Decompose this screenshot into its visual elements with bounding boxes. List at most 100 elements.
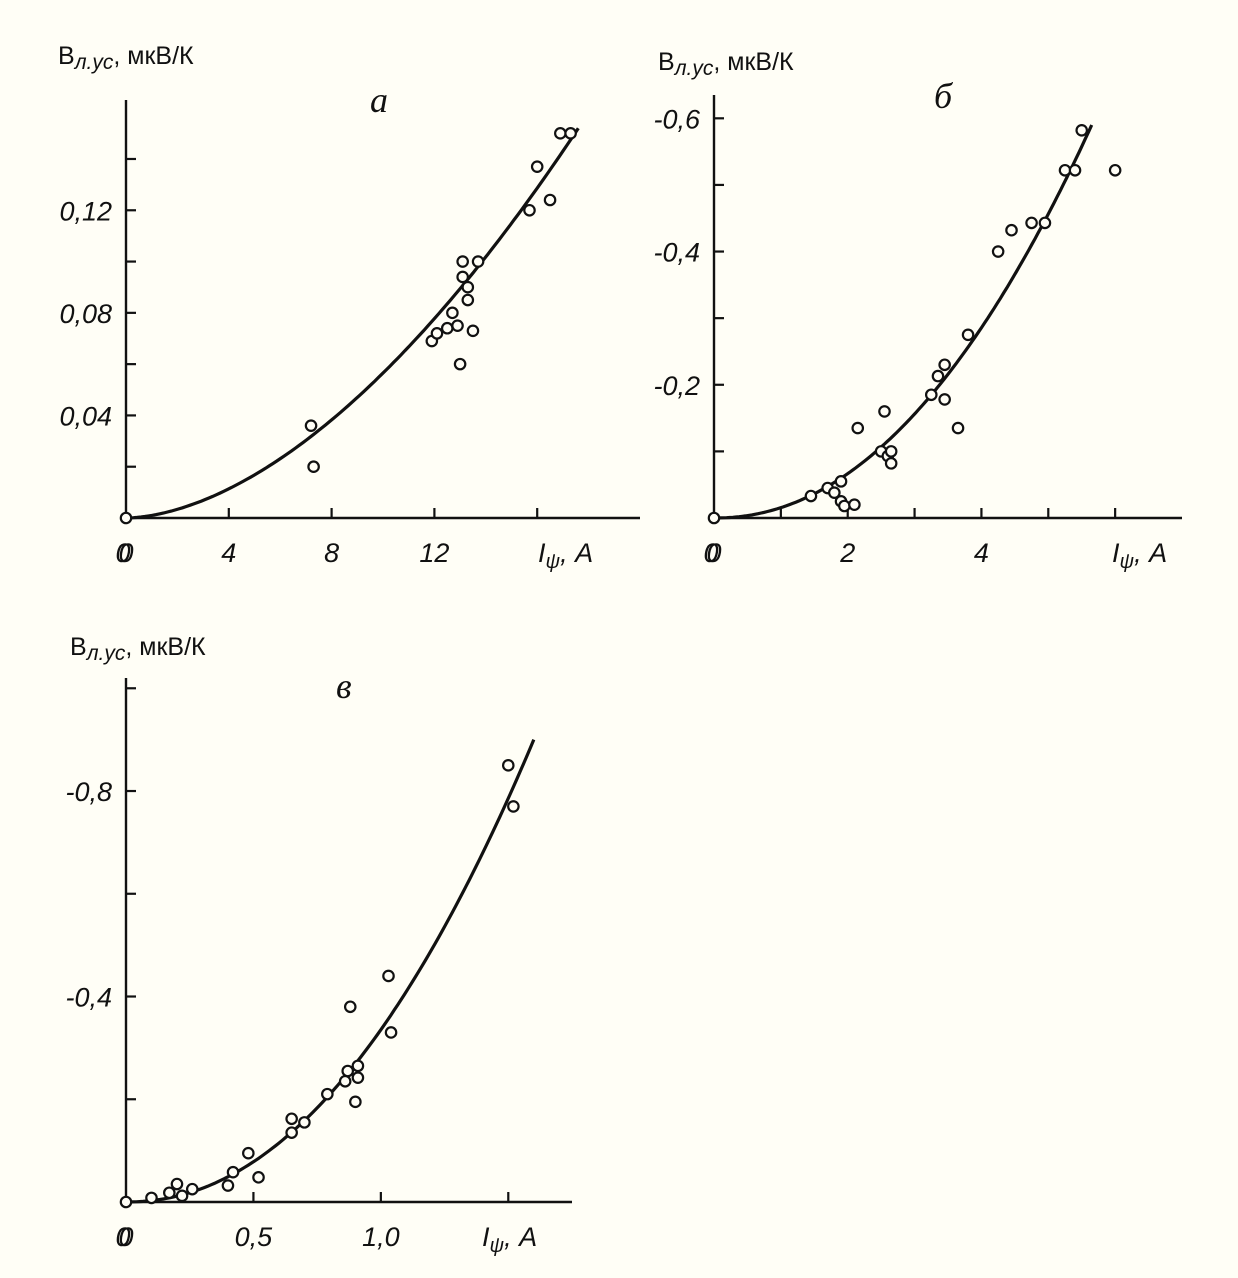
data-point <box>471 255 485 268</box>
x-tick-label: 2 <box>839 538 855 568</box>
data-point <box>991 245 1005 258</box>
data-point <box>321 1087 334 1101</box>
data-point <box>884 457 898 470</box>
y-tick-label: -0,6 <box>653 104 701 134</box>
data-point <box>456 270 469 284</box>
data-point <box>838 499 851 513</box>
data-point <box>884 445 898 458</box>
data-point <box>298 1116 311 1129</box>
data-point <box>170 1177 184 1191</box>
data-point <box>931 369 945 383</box>
fit-curve <box>126 738 536 1204</box>
x-tick-label: 4 <box>221 538 236 568</box>
data-point <box>707 511 721 525</box>
data-point <box>1025 216 1038 230</box>
data-point <box>351 1071 365 1084</box>
data-point <box>451 319 464 332</box>
data-point <box>285 1126 298 1139</box>
data-point <box>1058 163 1072 177</box>
fit-curve <box>125 127 580 520</box>
y-tick-label: 0,12 <box>59 196 112 226</box>
data-point <box>1068 163 1082 177</box>
data-point <box>384 1026 398 1039</box>
panel-letter-a: a <box>370 80 388 120</box>
data-point <box>221 1179 235 1192</box>
y-axis-label-a: Bл.ус, мкВ/К <box>58 42 194 74</box>
data-point <box>119 511 133 525</box>
data-point <box>175 1189 189 1203</box>
data-point <box>878 405 891 418</box>
y-ticks-c: -0,4 -0,8 <box>65 687 136 1101</box>
chart-panel-a: Bл.ус, мкВ/К a Iψ, А 0 4 8 120 0,040,080,12 <box>58 42 640 573</box>
data-point <box>938 393 951 406</box>
data-point <box>304 419 318 432</box>
data-point <box>453 357 467 371</box>
data-point <box>242 1146 255 1160</box>
data-point <box>938 358 951 372</box>
data-point <box>226 1165 240 1179</box>
origin-label: 0 <box>703 538 718 568</box>
data-point <box>461 293 475 307</box>
data-point <box>338 1074 352 1088</box>
data-point <box>804 489 818 503</box>
origin-label: 0 <box>115 1222 130 1252</box>
data-point <box>554 127 567 140</box>
y-tick-label: 0,08 <box>59 299 112 329</box>
data-point <box>1005 223 1018 237</box>
chart-panel-b: Bл.ус, мкВ/К б Iψ, А 0 2 40 -0,2-0,4-0,6 <box>653 48 1182 573</box>
chart-panel-c: Bл.ус, мкВ/К в Iψ, А 0 0,5 1,00 -0,4-0,8 <box>65 633 572 1257</box>
x-tick-label: 1,0 <box>362 1222 400 1252</box>
y-tick-label: -0,8 <box>65 777 112 807</box>
data-point <box>343 1000 357 1014</box>
data-point <box>523 203 536 217</box>
y-axis-label-c: Bл.ус, мкВ/К <box>70 633 206 665</box>
x-axis-label-a: Iψ, А <box>538 538 593 573</box>
data-point <box>341 1064 355 1078</box>
y-axis-label-b: Bл.ус, мкВ/К <box>658 48 794 80</box>
data-point <box>349 1095 362 1109</box>
data-point <box>564 127 577 140</box>
data-point <box>163 1186 176 1200</box>
panel-letter-b: б <box>934 76 954 116</box>
x-tick-label: 0 <box>118 1222 133 1252</box>
data-point <box>961 328 975 342</box>
data-point <box>382 969 395 983</box>
data-point <box>1075 124 1089 137</box>
data-point <box>351 1059 365 1073</box>
data-point <box>185 1182 199 1196</box>
data-point <box>530 160 544 173</box>
origin-label: 0 <box>115 538 130 568</box>
panel-letter-c: в <box>336 666 352 706</box>
data-point <box>543 193 557 207</box>
data-point <box>828 486 841 499</box>
x-ticks-b: 0 2 40 <box>703 508 1117 568</box>
data-point <box>1108 163 1122 177</box>
x-axis-label-c: Iψ, А <box>482 1222 537 1257</box>
plot-area-c <box>119 678 572 1209</box>
data-point <box>501 759 515 772</box>
data-point <box>456 255 469 268</box>
y-ticks-a: 0,04 0,08 0,12 <box>59 157 136 468</box>
data-point <box>1038 216 1052 230</box>
fit-curve <box>714 124 1094 520</box>
y-ticks-b: -0,2 -0,4 -0,6 <box>653 104 724 453</box>
data-point <box>848 498 861 511</box>
data-point <box>461 280 475 294</box>
x-ticks-a: 0 4 8 120 <box>115 508 539 568</box>
data-point <box>446 306 459 320</box>
x-tick-label: 8 <box>324 538 339 568</box>
data-point <box>851 421 865 435</box>
data-point <box>145 1191 158 1205</box>
plot-area-b <box>707 95 1182 525</box>
x-axis-label-b: Iψ, А <box>1112 538 1167 573</box>
x-ticks-c: 0 0,5 1,00 <box>115 1192 510 1252</box>
x-tick-label: 12 <box>419 538 449 568</box>
data-point <box>285 1112 298 1126</box>
data-point <box>119 1195 133 1209</box>
x-tick-label: 0 <box>118 538 133 568</box>
data-point <box>507 800 520 813</box>
x-tick-label: 0 <box>706 538 721 568</box>
y-tick-label: 0,04 <box>59 401 112 431</box>
x-tick-label: 0,5 <box>235 1222 274 1252</box>
